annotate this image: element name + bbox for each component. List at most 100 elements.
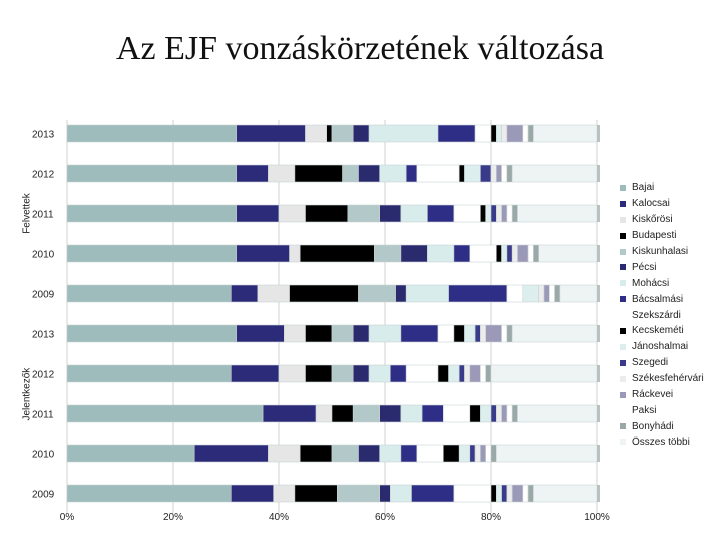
bar-segment bbox=[506, 324, 513, 343]
bar-segment bbox=[379, 444, 402, 463]
group-label-jelentkezok: Jelentkezők bbox=[21, 367, 33, 421]
bar-segment bbox=[299, 444, 333, 463]
x-tick-label: 60% bbox=[375, 512, 395, 523]
legend-label: Kiskunhalasi bbox=[632, 246, 689, 257]
bar-segment bbox=[421, 404, 444, 423]
bar-segment bbox=[469, 444, 476, 463]
x-tick-labels: 0% 20% 40% 60% 80% 100% bbox=[60, 512, 610, 523]
bar-segment bbox=[299, 244, 375, 263]
bar-segment bbox=[236, 324, 285, 343]
bar-end-cap bbox=[597, 165, 600, 182]
bar-segment bbox=[458, 444, 471, 463]
bar-segment bbox=[511, 404, 518, 423]
bar-segment bbox=[236, 244, 290, 263]
bar-segment bbox=[480, 164, 492, 183]
bar-segment bbox=[268, 444, 301, 463]
bar-segment bbox=[469, 404, 481, 423]
bar-segment bbox=[490, 124, 497, 143]
legend-swatch bbox=[620, 296, 626, 303]
bar-segment bbox=[358, 444, 381, 463]
bar-segment bbox=[480, 204, 486, 223]
bar-segment bbox=[66, 444, 195, 463]
bar-segment bbox=[511, 324, 598, 343]
legend-item: Budapesti bbox=[620, 228, 720, 244]
legend-swatch bbox=[620, 375, 626, 382]
bar-segment bbox=[305, 324, 333, 343]
bar-segment bbox=[495, 204, 502, 223]
bar-segment bbox=[66, 404, 264, 423]
bar-segment bbox=[389, 364, 407, 383]
bar-segment bbox=[538, 284, 545, 303]
bar-segment bbox=[485, 364, 492, 383]
bar-segment bbox=[458, 364, 465, 383]
bar-segment bbox=[490, 404, 497, 423]
bar-segment bbox=[442, 444, 460, 463]
bar-segment bbox=[501, 204, 508, 223]
category-label: 2011 bbox=[32, 210, 54, 221]
bar-segment bbox=[368, 124, 439, 143]
bar-segment bbox=[416, 164, 460, 183]
bar-end-cap bbox=[597, 205, 600, 222]
bar-segment bbox=[352, 324, 370, 343]
bar-segment bbox=[342, 164, 359, 183]
group-label-felvettek: Felvettek bbox=[21, 193, 33, 234]
bar-segment bbox=[485, 324, 502, 343]
legend-item: Mohácsi bbox=[620, 275, 720, 291]
bar-segment bbox=[379, 164, 407, 183]
legend-swatch bbox=[620, 264, 626, 271]
bar-end-cap bbox=[597, 125, 600, 142]
bars bbox=[66, 124, 600, 503]
legend-label: Budapesti bbox=[632, 230, 677, 242]
bar-segment bbox=[464, 324, 476, 343]
bar-segment bbox=[331, 124, 354, 143]
legend-item: Jánoshalmai bbox=[620, 339, 720, 355]
bar-segment bbox=[517, 204, 598, 223]
bar-segment bbox=[448, 284, 508, 303]
legend-swatch bbox=[620, 232, 626, 239]
bar-segment bbox=[501, 404, 508, 423]
bar-segment bbox=[533, 244, 540, 263]
bar-segment bbox=[506, 404, 513, 423]
bar-segment bbox=[495, 164, 502, 183]
x-tick-label: 80% bbox=[481, 512, 501, 523]
category-label: 2012 bbox=[32, 370, 55, 381]
bar-segment bbox=[236, 124, 306, 143]
bar-segment bbox=[66, 284, 232, 303]
bar-segment bbox=[527, 484, 534, 503]
legend-swatch bbox=[620, 200, 626, 207]
bar-segment bbox=[501, 164, 508, 183]
bar-segment bbox=[379, 204, 402, 223]
bar-segment bbox=[352, 364, 370, 383]
bar-segment bbox=[453, 204, 481, 223]
bar-segment bbox=[379, 484, 391, 503]
x-tick-label: 100% bbox=[584, 512, 610, 523]
bar-segment bbox=[231, 284, 259, 303]
bar-segment bbox=[336, 484, 380, 503]
bar-segment bbox=[66, 324, 237, 343]
x-tick-label: 0% bbox=[60, 512, 75, 523]
legend-label: Bajai bbox=[632, 182, 655, 194]
bar-segment bbox=[495, 404, 502, 423]
bar-segment bbox=[294, 484, 338, 503]
bar-segment bbox=[533, 484, 598, 503]
category-label: 2010 bbox=[32, 250, 55, 261]
x-tick-label: 20% bbox=[163, 512, 183, 523]
legend-label: Kecskeméti bbox=[632, 325, 684, 337]
legend-swatch bbox=[620, 216, 626, 223]
bar-segment bbox=[236, 204, 280, 223]
legend-label: Kalocsai bbox=[632, 198, 670, 210]
bar-segment bbox=[554, 284, 561, 303]
bar-segment bbox=[474, 124, 492, 143]
bar-segment bbox=[543, 284, 550, 303]
bar-segment bbox=[289, 244, 301, 263]
bar-segment bbox=[511, 204, 518, 223]
bar-segment bbox=[400, 444, 418, 463]
legend-item: Paksi bbox=[620, 402, 720, 418]
bar-segment bbox=[506, 164, 513, 183]
legend-item: Bonyhádi bbox=[620, 418, 720, 434]
bar-segment bbox=[517, 244, 529, 263]
legend-item: Székesfehérvári bbox=[620, 371, 720, 387]
legend-swatch bbox=[620, 439, 626, 446]
bar-segment bbox=[231, 484, 275, 503]
bar-segment bbox=[347, 204, 380, 223]
